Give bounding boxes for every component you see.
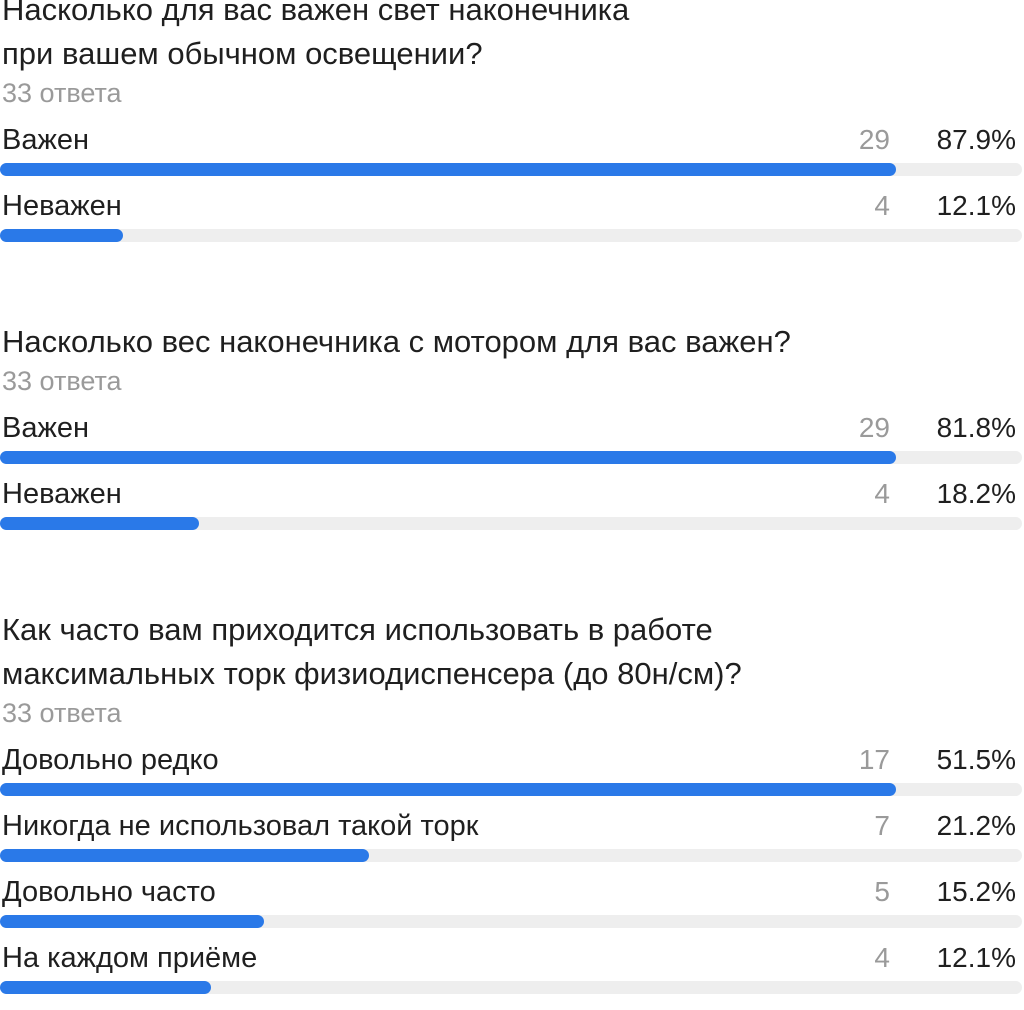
- answer-label: Важен: [2, 124, 90, 156]
- response-count: 33 ответа: [2, 698, 122, 728]
- answer-row: Важен 29 87.9%: [0, 120, 1024, 186]
- bar-fill: [0, 849, 369, 862]
- answer-label: На каждом приёме: [2, 942, 258, 974]
- bar-track: [0, 981, 1022, 994]
- answer-percent: 21.2%: [936, 810, 1016, 841]
- answer-count: 4: [874, 190, 890, 221]
- answer-count: 7: [874, 810, 890, 841]
- bar-track: [0, 915, 1022, 928]
- bar-track: [0, 517, 1022, 530]
- answer-row: Важен 29 81.8%: [0, 408, 1024, 474]
- answer-label: Довольно редко: [2, 744, 219, 776]
- answer-row: Довольно часто 5 15.2%: [0, 872, 1024, 938]
- answer-label: Важен: [2, 412, 90, 444]
- answer-row: Никогда не использовал такой торк 7 21.2%: [0, 806, 1024, 872]
- answer-label: Довольно часто: [2, 876, 216, 908]
- bar-track: [0, 451, 1022, 464]
- bar-fill: [0, 163, 896, 176]
- bar-fill: [0, 517, 199, 530]
- answer-count: 4: [874, 942, 890, 973]
- answer-percent: 51.5%: [936, 744, 1016, 775]
- answer-row: Неважен 4 12.1%: [0, 186, 1024, 252]
- answer-count: 5: [874, 876, 890, 907]
- answer-count: 29: [858, 412, 890, 443]
- answer-row: На каждом приёме 4 12.1%: [0, 938, 1024, 1004]
- bar-track: [0, 783, 1022, 796]
- bar-track: [0, 849, 1022, 862]
- answer-count: 17: [858, 744, 890, 775]
- poll-weight: Насколько вес наконечника с мотором для …: [0, 320, 1024, 540]
- answer-label: Неважен: [2, 478, 122, 510]
- poll-torque: Как часто вам приходится использовать в …: [0, 608, 1024, 1004]
- question-title: Как часто вам приходится использовать в …: [2, 612, 742, 691]
- answer-count: 29: [858, 124, 890, 155]
- question-title: Насколько для вас важен свет наконечника…: [2, 0, 630, 71]
- bar-track: [0, 163, 1022, 176]
- bar-fill: [0, 981, 211, 994]
- answer-percent: 12.1%: [936, 942, 1016, 973]
- answer-percent: 12.1%: [936, 190, 1016, 221]
- answer-row: Довольно редко 17 51.5%: [0, 740, 1024, 806]
- answer-list: Важен 29 87.9% Неважен 4 12.1%: [0, 120, 1024, 252]
- question-title: Насколько вес наконечника с мотором для …: [2, 324, 791, 359]
- answer-list: Важен 29 81.8% Неважен 4 18.2%: [0, 408, 1024, 540]
- bar-fill: [0, 229, 123, 242]
- response-count: 33 ответа: [2, 366, 122, 396]
- answer-percent: 18.2%: [936, 478, 1016, 509]
- answer-percent: 81.8%: [936, 412, 1016, 443]
- poll-light: Насколько для вас важен свет наконечника…: [0, 0, 1024, 252]
- bar-track: [0, 229, 1022, 242]
- bar-fill: [0, 783, 896, 796]
- answer-label: Неважен: [2, 190, 122, 222]
- answer-percent: 15.2%: [936, 876, 1016, 907]
- answer-label: Никогда не использовал такой торк: [2, 810, 479, 842]
- answer-percent: 87.9%: [936, 124, 1016, 155]
- bar-fill: [0, 451, 896, 464]
- answer-list: Довольно редко 17 51.5% Никогда не использо…: [0, 740, 1024, 1004]
- answer-row: Неважен 4 18.2%: [0, 474, 1024, 540]
- response-count: 33 ответа: [2, 78, 122, 108]
- answer-count: 4: [874, 478, 890, 509]
- bar-fill: [0, 915, 264, 928]
